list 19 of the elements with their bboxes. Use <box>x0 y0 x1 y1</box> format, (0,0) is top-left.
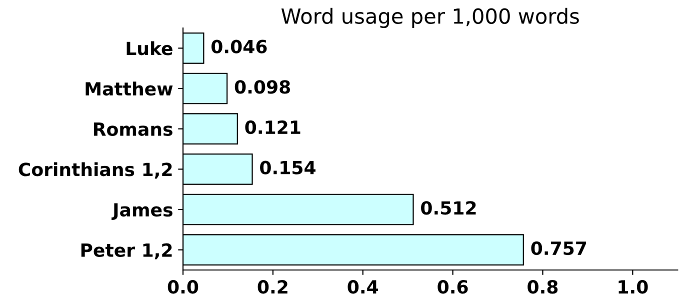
data-label: 0.757 <box>531 241 586 256</box>
chart-title: Word usage per 1,000 words <box>281 8 579 28</box>
data-label: 0.512 <box>421 201 476 215</box>
data-label: 0.098 <box>234 80 290 94</box>
x-tick-label: 1.0 <box>618 280 648 294</box>
data-label: 0.154 <box>260 160 316 174</box>
y-tick-label: Peter 1,2 <box>81 243 172 260</box>
y-tick-label: Luke <box>126 41 172 56</box>
x-tick-label: 0.2 <box>258 280 288 294</box>
data-label: 0.046 <box>211 40 267 54</box>
x-tick-label: 0.8 <box>528 280 558 294</box>
y-tick-label: Romans <box>94 122 172 136</box>
x-tick-label: 0.6 <box>438 280 468 294</box>
y-tick-label: Corinthians 1,2 <box>18 162 172 179</box>
x-tick-label: 0.0 <box>168 280 198 294</box>
x-tick-label: 0.4 <box>348 280 378 294</box>
data-label: 0.121 <box>245 120 300 134</box>
y-tick-label: James <box>112 203 172 220</box>
y-tick-label: Matthew <box>86 82 173 96</box>
